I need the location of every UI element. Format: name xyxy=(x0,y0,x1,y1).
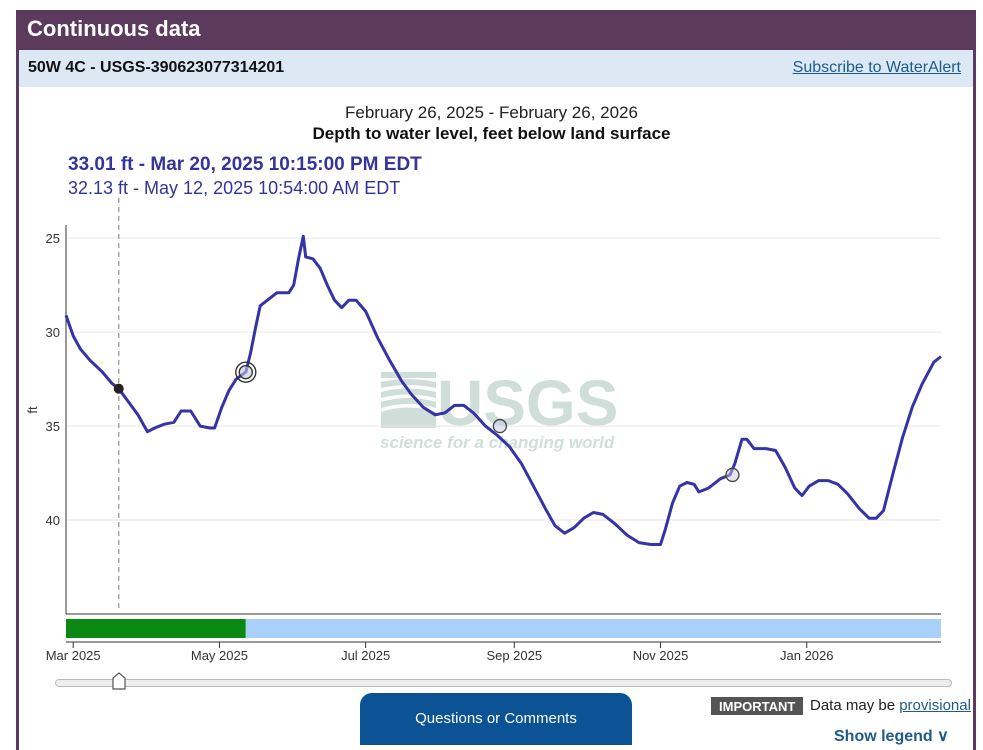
chart-parameter-title: Depth to water level, feet below land su… xyxy=(312,124,671,143)
y-tick-label: 30 xyxy=(46,325,60,340)
data-point-marker xyxy=(725,467,740,483)
y-tick-label: 40 xyxy=(46,513,60,528)
data-point-marker xyxy=(238,364,253,380)
show-legend-toggle[interactable]: Show legend ∨ xyxy=(834,728,949,745)
usgs-watermark: USGS science for a changing world xyxy=(380,367,618,452)
data-point-marker xyxy=(113,383,124,394)
watermark-tagline: science for a changing world xyxy=(380,433,615,452)
data-point-marker xyxy=(492,418,508,434)
tooltip-secondary: 32.13 ft - May 12, 2025 10:54:00 AM EDT xyxy=(68,178,401,198)
x-tick-label: Jan 2026 xyxy=(780,648,834,663)
x-tick-label: Sep 2025 xyxy=(486,648,542,663)
y-tick-label: 25 xyxy=(46,231,60,246)
series-line xyxy=(64,234,942,546)
usgs-logo-wave-icon xyxy=(381,372,436,428)
questions-comments-button[interactable]: Questions or Comments xyxy=(360,693,632,745)
site-bar: 50W 4C - USGS-390623077314201 Subscribe … xyxy=(19,50,973,87)
approval-segment-approved xyxy=(66,619,246,638)
provisional-prefix: Data may be xyxy=(810,697,896,714)
site-name: 50W 4C - USGS-390623077314201 xyxy=(28,59,285,76)
x-tick-label: Mar 2025 xyxy=(46,648,101,663)
time-brush-track[interactable] xyxy=(55,679,952,687)
y-tick-label: 35 xyxy=(46,419,60,434)
provisional-link[interactable]: provisional xyxy=(899,697,971,714)
y-axis-label: ft xyxy=(25,406,40,414)
x-tick-label: Jul 2025 xyxy=(341,648,390,663)
subscribe-wateralert-link[interactable]: Subscribe to WaterAlert xyxy=(792,59,961,76)
x-tick-label: Nov 2025 xyxy=(633,648,689,663)
data-point-marker xyxy=(235,361,257,383)
provisional-notice: Data may be provisional xyxy=(810,697,971,714)
tooltip-primary: 33.01 ft - Mar 20, 2025 10:15:00 PM EDT xyxy=(68,154,422,175)
panel-title: Continuous data xyxy=(16,10,976,50)
x-tick-label: May 2025 xyxy=(191,648,248,663)
time-brush-handle[interactable] xyxy=(112,672,126,690)
chart-date-range: February 26, 2025 - February 26, 2026 xyxy=(345,103,638,122)
important-badge: IMPORTANT xyxy=(711,697,804,715)
watermark-logo-text: USGS xyxy=(437,367,618,439)
approval-segment-provisional xyxy=(245,619,941,638)
